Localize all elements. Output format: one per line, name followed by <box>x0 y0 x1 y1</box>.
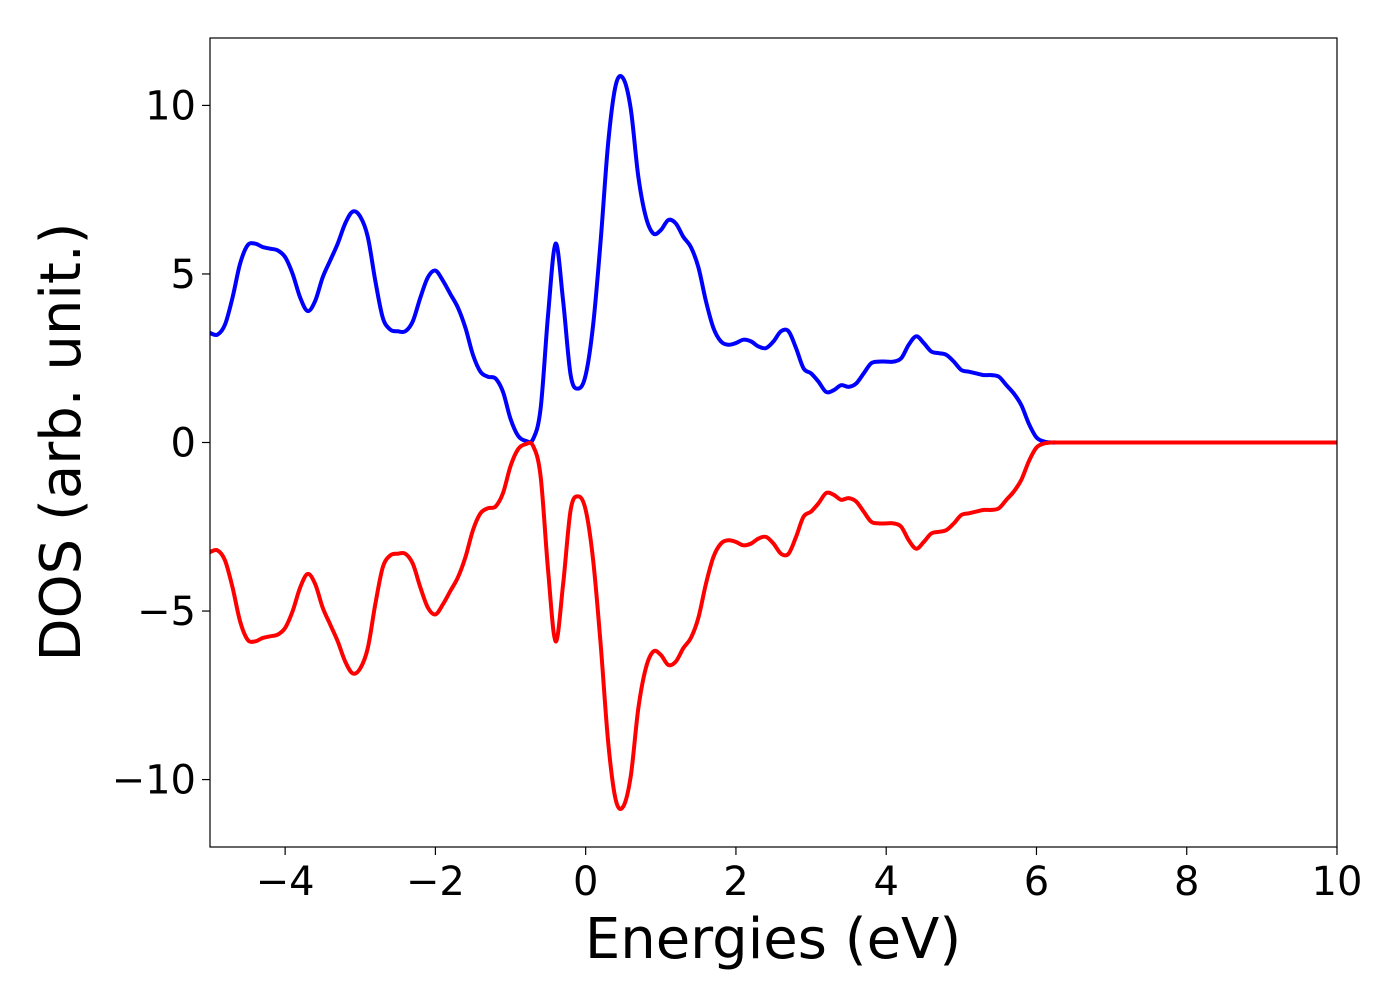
y-tick-label: 5 <box>171 252 196 298</box>
x-tick-label: 4 <box>873 859 898 905</box>
series-layer <box>210 74 1337 811</box>
x-tick-label: 0 <box>573 859 598 905</box>
x-tick-label: −2 <box>406 859 465 905</box>
y-tick-label: 10 <box>145 83 196 129</box>
x-tick-label: 8 <box>1174 859 1199 905</box>
x-tick-label: 6 <box>1024 859 1049 905</box>
x-tick-label: −4 <box>256 859 315 905</box>
y-tick-label: −10 <box>112 758 196 804</box>
series-line-1 <box>210 440 1337 811</box>
y-axis-title: DOS (arb. unit.) <box>29 222 94 661</box>
x-tick-label: 10 <box>1312 859 1363 905</box>
y-axis-ticks: −10 −5 0 5 10 <box>112 83 210 804</box>
x-axis-title: Energies (eV) <box>585 907 961 972</box>
x-tick-label: 2 <box>723 859 748 905</box>
y-tick-label: 0 <box>171 421 196 467</box>
x-axis-ticks: −4 −2 0 2 4 6 8 10 <box>256 847 1363 905</box>
y-tick-label: −5 <box>137 589 196 635</box>
